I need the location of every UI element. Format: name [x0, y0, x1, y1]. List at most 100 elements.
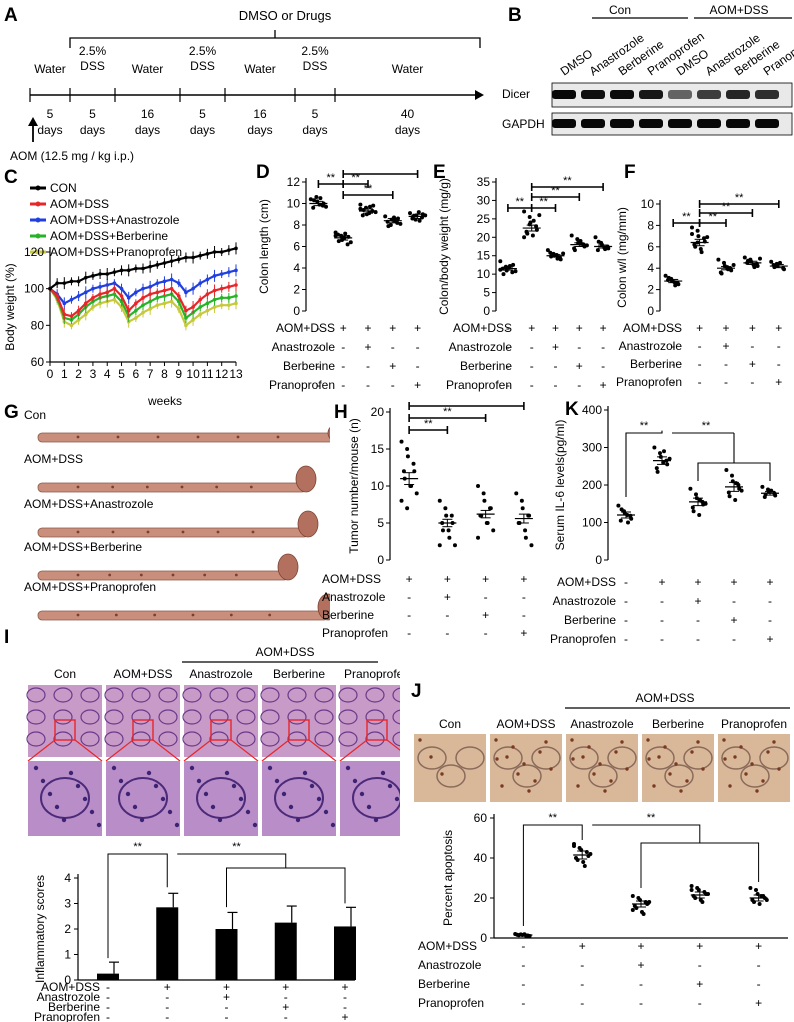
- colon-label: Con: [24, 408, 46, 422]
- panel-a-timeline: DMSO or Drugs Water5days2.5%DSS5daysWate…: [10, 8, 484, 163]
- dicer-band: [552, 90, 576, 99]
- data-point: [311, 205, 316, 210]
- colon-specimen: [37, 570, 289, 581]
- significance-label: **: [709, 211, 718, 223]
- y-tick-label: 80: [31, 318, 45, 332]
- treatment-sign: -: [284, 1010, 288, 1022]
- data-point: [452, 543, 457, 548]
- data-point: [584, 243, 589, 248]
- data-point: [169, 286, 174, 291]
- nucleus: [295, 817, 301, 823]
- treatment-sign: +: [223, 990, 230, 1004]
- panel-letter-B: B: [508, 5, 522, 26]
- treatment-sign: -: [106, 990, 110, 1004]
- treatment-sign: +: [364, 321, 371, 335]
- data-point: [358, 202, 363, 207]
- treatment-sign: -: [660, 632, 664, 646]
- data-point: [358, 206, 363, 211]
- data-point: [62, 301, 67, 306]
- data-point: [696, 234, 701, 239]
- treatment-sign: -: [580, 977, 584, 991]
- crypt-structure: [158, 709, 178, 725]
- nucleus: [189, 765, 195, 771]
- data-point: [476, 484, 481, 488]
- data-point: [55, 294, 59, 298]
- tunel-positive-nucleus: [592, 772, 596, 776]
- treatment-name: AOM+DSS: [623, 321, 682, 335]
- crypt-zoom: [118, 777, 168, 819]
- tunel-positive-nucleus: [494, 738, 498, 742]
- treatment-sign: -: [445, 608, 449, 622]
- tissue-spot: [216, 530, 220, 534]
- data-point: [734, 481, 738, 486]
- data-point: [399, 439, 404, 444]
- duration-value: 5: [89, 107, 96, 121]
- data-point: [205, 308, 210, 313]
- data-point: [558, 257, 563, 262]
- duration-value: 5: [199, 107, 206, 121]
- data-point: [485, 521, 490, 525]
- treatment-sign: +: [340, 321, 347, 335]
- data-point: [690, 505, 695, 510]
- treatment-sign: -: [506, 378, 510, 392]
- phase-label-line1: 2.5%: [301, 44, 329, 58]
- phase-label: Water: [392, 62, 424, 76]
- data-point: [760, 484, 765, 489]
- tunel-positive-nucleus: [533, 779, 537, 783]
- tissue-spot: [76, 435, 80, 439]
- treatment-name: Anastrozole: [37, 990, 101, 1004]
- significance-label: **: [722, 201, 731, 213]
- zoom-line: [183, 739, 212, 762]
- crypt-structure: [314, 731, 334, 747]
- legend-label: AOM+DSS: [50, 197, 109, 211]
- crypt-structure: [338, 731, 358, 747]
- data-point: [673, 283, 678, 288]
- data-point: [782, 267, 786, 272]
- treatment-sign: +: [766, 575, 773, 589]
- treatment-sign: +: [579, 939, 586, 953]
- data-point: [619, 507, 624, 512]
- treatment-sign: -: [106, 980, 110, 994]
- gapdh-band: [552, 119, 576, 128]
- data-point: [155, 296, 160, 300]
- bar: [97, 973, 119, 980]
- treatment-sign: -: [757, 977, 761, 991]
- treatment-sign: -: [639, 996, 643, 1010]
- treatment-sign: +: [775, 375, 782, 389]
- colon-specimen: [37, 610, 329, 621]
- crypt-structure: [209, 709, 229, 725]
- treatment-sign: +: [389, 321, 396, 335]
- crypt-structure: [158, 731, 178, 747]
- zoom-box: [210, 719, 232, 741]
- data-point: [184, 323, 188, 328]
- nucleus: [82, 796, 88, 802]
- x-tick-label: 4: [104, 367, 111, 381]
- nucleus: [387, 783, 393, 789]
- data-point: [98, 285, 102, 289]
- y-tick-label: 400: [582, 403, 602, 417]
- treatment-sign: -: [366, 378, 370, 392]
- tunel-positive-nucleus: [657, 755, 661, 759]
- phase-label-line2: DSS: [190, 59, 215, 73]
- treatment-sign: -: [698, 375, 702, 389]
- tunel-positive-nucleus: [620, 740, 624, 744]
- nucleus: [40, 778, 46, 784]
- treatment-sign: -: [521, 939, 525, 953]
- treatment-name: Anastrozole: [418, 958, 482, 972]
- tissue-spot: [180, 485, 184, 489]
- data-point: [169, 277, 174, 282]
- weeks-axis-label: weeks: [152, 405, 187, 406]
- tissue-spot: [116, 435, 120, 439]
- data-point: [593, 235, 598, 240]
- data-point: [69, 314, 74, 318]
- drugs-bracket: [69, 30, 481, 48]
- crypt-zoom: [196, 777, 246, 819]
- he-zoom: [106, 761, 180, 836]
- y-tick-label: 3: [64, 897, 71, 911]
- y-axis-label: Serum IL-6 levels(pg/ml): [553, 420, 567, 551]
- y-tick-label: 5: [377, 516, 384, 530]
- data-point: [112, 281, 117, 285]
- crypt-structure: [365, 687, 385, 703]
- panel-d-colon-length-chart: 0 2 4 6 8 10 12 Colon length (cm) ** ** ** ** AOM+DS…: [257, 168, 428, 392]
